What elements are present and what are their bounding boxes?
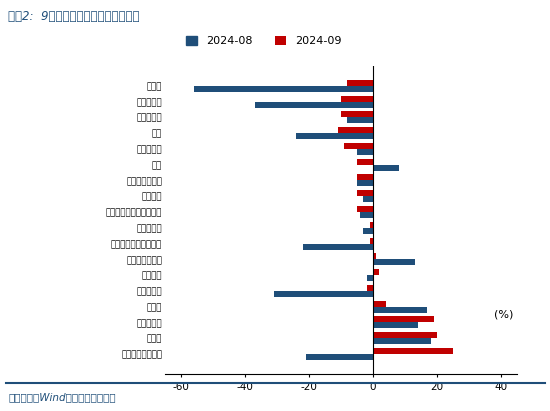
Bar — [373, 259, 415, 266]
Bar — [348, 117, 373, 123]
Bar — [370, 238, 373, 244]
Bar — [373, 307, 427, 313]
Bar — [341, 95, 373, 102]
Bar — [373, 332, 437, 338]
Bar — [357, 190, 373, 196]
Bar — [357, 174, 373, 180]
Bar — [338, 127, 373, 133]
Bar — [306, 354, 373, 360]
Bar — [360, 212, 373, 218]
Legend: 2024-08, 2024-09: 2024-08, 2024-09 — [186, 36, 341, 46]
Bar — [296, 133, 373, 139]
Bar — [373, 323, 418, 328]
Bar — [373, 165, 399, 171]
Bar — [373, 253, 376, 259]
Bar — [344, 143, 373, 149]
Bar — [364, 196, 373, 202]
Bar — [274, 291, 373, 297]
Text: (%): (%) — [494, 309, 514, 320]
Bar — [373, 348, 453, 354]
Bar — [373, 316, 434, 323]
Bar — [373, 269, 380, 275]
Bar — [348, 80, 373, 86]
Bar — [373, 338, 431, 344]
Bar — [255, 102, 373, 108]
Bar — [302, 244, 373, 249]
Bar — [367, 275, 373, 281]
Bar — [373, 301, 386, 307]
Bar — [357, 159, 373, 165]
Bar — [357, 149, 373, 155]
Bar — [357, 180, 373, 187]
Bar — [341, 111, 373, 117]
Bar — [367, 285, 373, 291]
Text: 资料来源：Wind，国盛证券研究所: 资料来源：Wind，国盛证券研究所 — [8, 392, 116, 402]
Bar — [370, 222, 373, 228]
Text: 图表2:  9月四大税种收入增速表现分化: 图表2: 9月四大税种收入增速表现分化 — [8, 10, 140, 23]
Bar — [364, 228, 373, 234]
Bar — [194, 86, 373, 92]
Bar — [357, 206, 373, 212]
